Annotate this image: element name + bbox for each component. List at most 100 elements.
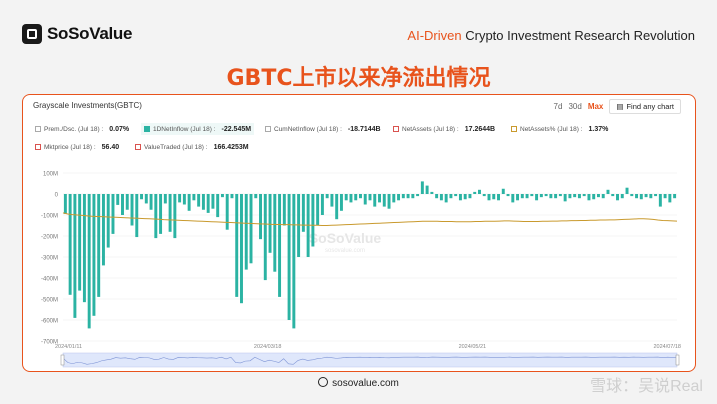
bar [320, 194, 324, 215]
bar [544, 194, 548, 197]
bar [268, 194, 272, 253]
bar [444, 194, 448, 203]
bar [497, 194, 500, 201]
legend-checkbox[interactable] [35, 144, 41, 150]
bar [511, 194, 515, 203]
bar [149, 194, 153, 210]
bar [616, 194, 619, 201]
range-navigator [62, 352, 678, 368]
y-tick-label: -700M [41, 340, 58, 346]
bar [259, 194, 262, 240]
legend-item-mktprice[interactable]: Mktprice (Jul 18) : 56.40 [35, 141, 119, 153]
bar [101, 194, 105, 266]
bar [673, 194, 677, 199]
footer-url[interactable]: sosovalue.com [332, 378, 399, 389]
bar [339, 194, 343, 211]
legend-checkbox[interactable] [144, 126, 150, 132]
legend-label: NetAssets (Jul 18) : [402, 125, 459, 133]
bar [468, 194, 472, 199]
legend-value: 166.4253M [213, 143, 249, 151]
bar [235, 194, 239, 297]
bar [230, 194, 234, 199]
range-30d[interactable]: 30d [568, 102, 582, 111]
legend-value: 17.2644B [464, 125, 496, 133]
tagline: AI-Driven Crypto Investment Research Rev… [407, 28, 695, 43]
bar [487, 194, 491, 201]
bar [197, 194, 201, 207]
bar [111, 194, 115, 234]
y-tick-label: -200M [41, 235, 58, 241]
bar [311, 194, 315, 247]
bar [87, 194, 91, 329]
bar [106, 194, 110, 248]
bar [530, 194, 534, 197]
bar [563, 194, 567, 202]
corner-watermark: 雪球：吴说Real [590, 378, 703, 395]
series-line [62, 212, 678, 226]
legend-checkbox[interactable] [265, 126, 271, 132]
bar [506, 194, 510, 197]
brand-logo[interactable]: SoSoValue [22, 24, 132, 44]
range-max[interactable]: Max [587, 102, 604, 111]
bar [378, 194, 381, 203]
bar [606, 189, 610, 194]
legend-label: Mktprice (Jul 18) : [44, 143, 96, 151]
tagline-rest: Crypto Investment Research Revolution [461, 28, 695, 43]
bar [425, 185, 429, 194]
bar [392, 194, 396, 203]
bar [292, 194, 296, 329]
legend-label: ValueTraded (Jul 18) : [144, 143, 208, 151]
bar [630, 194, 634, 197]
bar [249, 194, 253, 264]
bar [68, 194, 72, 295]
bar [263, 194, 267, 281]
logo-text: SoSoValue [47, 24, 133, 43]
bar [154, 194, 158, 239]
bar [539, 194, 543, 198]
bar [611, 194, 615, 197]
navigator-handle-left [60, 354, 65, 366]
net-inflow-chart: 100M 0 -100M -200M -300M -400M -500M -600M -700M… [41, 172, 681, 368]
bar [182, 194, 186, 205]
range-7d[interactable]: 7d [553, 102, 563, 111]
legend-item-netassets[interactable]: NetAssets (Jul 18) : 17.2644B [393, 123, 495, 135]
legend-item-1dnetinflow[interactable]: 1DNetInflow (Jul 18) : -22.545M [141, 123, 255, 135]
bar [601, 194, 605, 199]
legend-checkbox[interactable] [135, 144, 141, 150]
legend-value: 1.37% [588, 125, 609, 133]
bar [206, 194, 210, 213]
bar [568, 194, 572, 199]
bar [354, 194, 358, 201]
x-tick-label: 2024/07/18 [653, 344, 681, 350]
bar [454, 194, 458, 197]
legend-checkbox[interactable] [35, 126, 41, 132]
legend-item-netassets-pct[interactable]: NetAssets% (Jul 18) : 1.37% [511, 123, 608, 135]
bar [144, 194, 148, 204]
bar [201, 194, 205, 210]
bar [368, 194, 372, 201]
legend-item-premdsc[interactable]: Prem./Dsc. (Jul 18) : 0.07% [35, 123, 129, 135]
x-tick-label: 2024/05/21 [459, 344, 487, 350]
legend-checkbox[interactable] [393, 126, 399, 132]
find-chart-button[interactable]: ▤ Find any chart [609, 99, 681, 114]
navigator-handle-right [675, 354, 680, 366]
bar [220, 194, 224, 198]
y-tick-label: -400M [41, 277, 58, 283]
legend-checkbox[interactable] [511, 126, 517, 132]
bar [397, 194, 401, 201]
bar [635, 194, 639, 199]
bar [192, 194, 196, 201]
y-tick-label: -300M [41, 256, 58, 262]
bar [520, 194, 524, 199]
bar [282, 194, 286, 226]
bar [178, 194, 182, 203]
bar [244, 194, 248, 270]
bar [516, 194, 520, 201]
chart-watermark: SoSoValue [309, 230, 382, 246]
legend-item-cumnetinflow[interactable]: CumNetInflow (Jul 18) : -18.7144B [265, 123, 381, 135]
bar [82, 194, 86, 303]
bar [159, 194, 163, 234]
bar [625, 187, 629, 194]
legend-item-valuetraded[interactable]: ValueTraded (Jul 18) : 166.4253M [135, 141, 249, 153]
navigator-line [62, 356, 678, 365]
